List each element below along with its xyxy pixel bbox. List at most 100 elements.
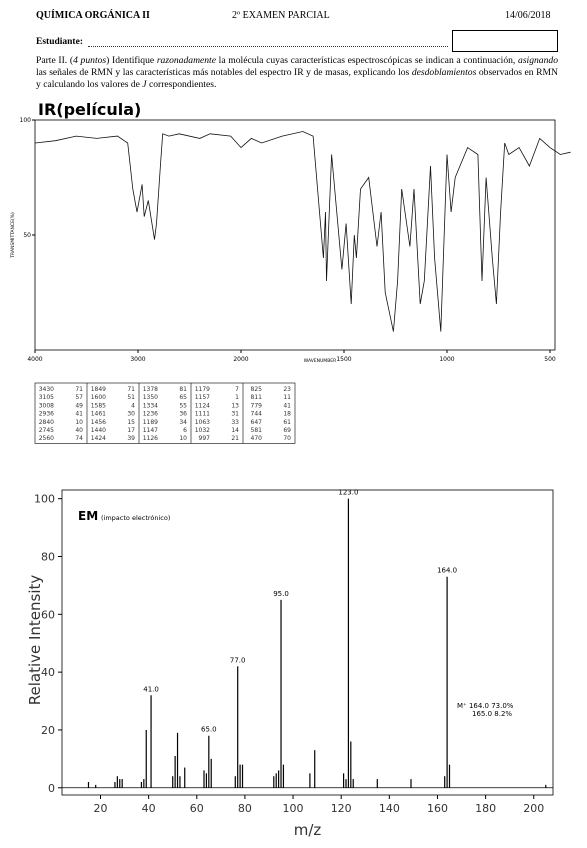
peak-label: 95.0: [273, 590, 289, 598]
table-cell: 1378: [143, 386, 158, 393]
instructions: Parte II. (4 puntos) Identifique razonad…: [36, 55, 558, 91]
table-cell: 1440: [91, 427, 106, 434]
table-cell: 11: [283, 394, 291, 401]
ir-x-label: WAVENUMBER: [304, 358, 337, 364]
instruction-text: correspondientes.: [146, 79, 217, 90]
peak-label: 77.0: [230, 656, 246, 664]
x-tick-label: 200: [523, 802, 544, 815]
x-tick-label: 120: [331, 802, 352, 815]
table-cell: 36: [179, 411, 187, 418]
table-cell: 41: [283, 402, 291, 409]
table-cell: 470: [251, 435, 263, 442]
ir-trace: [34, 131, 571, 332]
table-cell: 1236: [143, 411, 158, 418]
y-tick-label: 20: [41, 724, 55, 737]
table-cell: 39: [127, 435, 135, 442]
table-cell: 647: [251, 419, 263, 426]
table-cell: 2560: [39, 435, 54, 442]
peak-label: 123.0: [338, 489, 358, 497]
table-cell: 1124: [195, 402, 210, 409]
table-cell: 30: [127, 411, 135, 418]
y-tick-label: 40: [41, 666, 55, 679]
ms-subtitle: (impacto electrónico): [101, 514, 170, 522]
x-tick-label: 100: [283, 802, 304, 815]
x-tick-label: 60: [190, 802, 204, 815]
table-cell: 1: [235, 394, 239, 401]
table-cell: 1424: [91, 435, 106, 442]
instruction-text: las señales de RMN y las características…: [36, 67, 412, 78]
ir-frame: [34, 119, 556, 351]
table-cell: 811: [251, 394, 263, 401]
table-cell: 581: [251, 427, 263, 434]
table-cell: 71: [75, 386, 83, 393]
table-cell: 14: [231, 427, 239, 434]
table-cell: 779: [251, 402, 263, 409]
table-cell: 1126: [143, 435, 158, 442]
peak-label: 65.0: [201, 726, 217, 734]
table-cell: 21: [231, 435, 239, 442]
annotation: M⁺ 164.0 73.0%: [457, 702, 514, 710]
exam: 2º EXAMEN PARCIAL: [232, 10, 330, 21]
instruction-text: 4 puntos: [73, 55, 107, 66]
table-cell: 15: [127, 419, 135, 426]
table-cell: 1849: [91, 386, 106, 393]
table-cell: 1350: [143, 394, 158, 401]
table-frame: [34, 382, 296, 444]
table-cell: 1147: [143, 427, 158, 434]
table-cell: 1189: [143, 419, 158, 426]
table-cell: 10: [179, 435, 187, 442]
table-cell: 18: [283, 411, 291, 418]
ir-x-tick-label: 1500: [336, 356, 351, 363]
ms-frame: [61, 489, 554, 796]
table-cell: 744: [251, 411, 263, 418]
table-cell: 23: [283, 386, 291, 393]
table-cell: 2840: [39, 419, 54, 426]
instruction-text: ) Identifique: [106, 55, 157, 66]
ir-x-tick-label: 3000: [130, 356, 145, 363]
table-cell: 4: [131, 402, 135, 409]
x-tick-label: 40: [142, 802, 156, 815]
ir-x-tick-label: 4000: [27, 356, 42, 363]
student-label: Estudiante:: [36, 37, 83, 47]
x-tick-label: 160: [427, 802, 448, 815]
ms-title: EM: [78, 509, 98, 523]
table-cell: 10: [75, 419, 83, 426]
instruction-text: razonadamente: [156, 55, 216, 66]
instruction-text: observados en RMN y calculando los valor…: [36, 67, 558, 90]
table-cell: 1456: [91, 419, 106, 426]
grade-box: [452, 30, 558, 52]
table-cell: 3430: [39, 386, 54, 393]
ir-y-label: TRANSMITTANCE(%): [10, 212, 16, 259]
table-cell: 2936: [39, 411, 54, 418]
table-cell: 1461: [91, 411, 106, 418]
table-cell: 997: [199, 435, 211, 442]
peak-label: 41.0: [143, 685, 159, 693]
x-tick-label: 20: [94, 802, 108, 815]
table-cell: 40: [75, 427, 83, 434]
table-cell: 31: [231, 411, 239, 418]
table-cell: 3105: [39, 394, 54, 401]
ir-x-tick-label: 2000: [233, 356, 248, 363]
table-cell: 49: [75, 402, 83, 409]
table-cell: 3008: [39, 402, 54, 409]
table-cell: 6: [183, 427, 187, 434]
instruction-text: J: [142, 79, 147, 90]
ir-title: IR(película): [38, 100, 141, 119]
y-tick-label: 100: [34, 493, 55, 506]
table-cell: 71: [127, 386, 135, 393]
ir-y-tick-label: 100: [20, 117, 32, 124]
table-cell: 1179: [195, 386, 210, 393]
student-line: [88, 46, 448, 47]
table-cell: 825: [251, 386, 263, 393]
table-cell: 1157: [195, 394, 210, 401]
table-cell: 17: [127, 427, 135, 434]
table-cell: 74: [75, 435, 83, 442]
ir-x-tick-label: 500: [544, 356, 556, 363]
table-cell: 81: [179, 386, 187, 393]
table-cell: 1032: [195, 427, 210, 434]
table-cell: 57: [75, 394, 83, 401]
y-tick-label: 60: [41, 608, 55, 621]
y-axis-label: Relative Intensity: [26, 575, 44, 706]
